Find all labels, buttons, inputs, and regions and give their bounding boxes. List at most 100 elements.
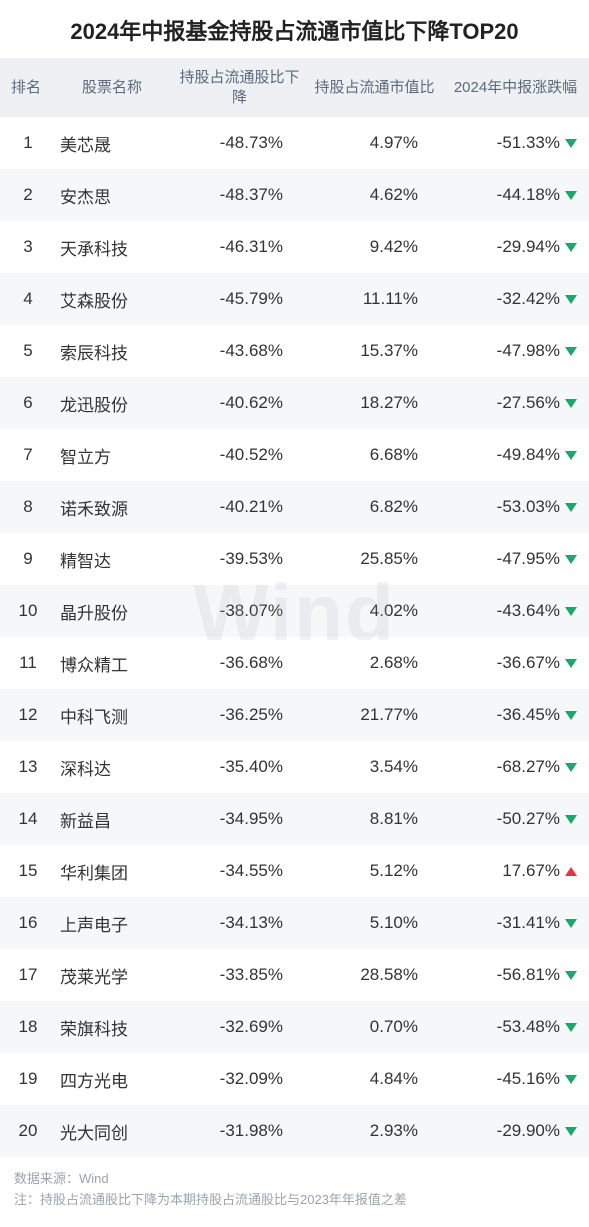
change-value: -51.33% <box>497 133 560 153</box>
cell-drop: -40.62% <box>172 377 307 429</box>
cell-ratio: 4.62% <box>307 169 442 221</box>
cell-drop: -48.37% <box>172 169 307 221</box>
arrow-down-icon <box>565 295 577 304</box>
arrow-up-icon <box>565 867 577 876</box>
table-container: Wind 2024年中报基金持股占流通市值比下降TOP20 排名 股票名称 持股… <box>0 0 589 1227</box>
cell-rank: 12 <box>0 689 52 741</box>
cell-ratio: 25.85% <box>307 533 442 585</box>
cell-ratio: 21.77% <box>307 689 442 741</box>
table-row: 8诺禾致源-40.21%6.82%-53.03% <box>0 481 589 533</box>
change-value: -68.27% <box>497 757 560 777</box>
change-value: -44.18% <box>497 185 560 205</box>
cell-change: -44.18% <box>442 169 589 221</box>
cell-name: 上声电子 <box>52 897 172 949</box>
cell-drop: -34.13% <box>172 897 307 949</box>
cell-drop: -45.79% <box>172 273 307 325</box>
cell-change: -50.27% <box>442 793 589 845</box>
table-row: 19四方光电-32.09%4.84%-45.16% <box>0 1053 589 1105</box>
cell-name: 美芯晟 <box>52 117 172 169</box>
table-row: 14新益昌-34.95%8.81%-50.27% <box>0 793 589 845</box>
cell-change: -36.45% <box>442 689 589 741</box>
table-row: 16上声电子-34.13%5.10%-31.41% <box>0 897 589 949</box>
cell-name: 光大同创 <box>52 1105 172 1157</box>
table-row: 5索辰科技-43.68%15.37%-47.98% <box>0 325 589 377</box>
cell-ratio: 9.42% <box>307 221 442 273</box>
cell-change: -47.98% <box>442 325 589 377</box>
arrow-down-icon <box>565 711 577 720</box>
cell-ratio: 11.11% <box>307 273 442 325</box>
arrow-down-icon <box>565 919 577 928</box>
footer: 数据来源：Wind 注：持股占流通股比下降为本期持股占流通股比与2023年年报值… <box>0 1157 589 1227</box>
change-value: -29.94% <box>497 237 560 257</box>
footer-source: 数据来源：Wind <box>14 1169 575 1190</box>
cell-rank: 7 <box>0 429 52 481</box>
arrow-down-icon <box>565 139 577 148</box>
cell-drop: -31.98% <box>172 1105 307 1157</box>
cell-drop: -40.21% <box>172 481 307 533</box>
cell-name: 精智达 <box>52 533 172 585</box>
arrow-down-icon <box>565 399 577 408</box>
arrow-down-icon <box>565 815 577 824</box>
cell-change: -53.48% <box>442 1001 589 1053</box>
cell-change: -68.27% <box>442 741 589 793</box>
arrow-down-icon <box>565 607 577 616</box>
arrow-down-icon <box>565 1127 577 1136</box>
cell-name: 新益昌 <box>52 793 172 845</box>
cell-rank: 6 <box>0 377 52 429</box>
cell-change: -51.33% <box>442 117 589 169</box>
arrow-down-icon <box>565 347 577 356</box>
cell-ratio: 4.97% <box>307 117 442 169</box>
table-row: 12中科飞测-36.25%21.77%-36.45% <box>0 689 589 741</box>
cell-ratio: 5.12% <box>307 845 442 897</box>
change-value: -53.48% <box>497 1017 560 1037</box>
cell-change: -45.16% <box>442 1053 589 1105</box>
change-value: -27.56% <box>497 393 560 413</box>
cell-drop: -32.69% <box>172 1001 307 1053</box>
arrow-down-icon <box>565 1075 577 1084</box>
cell-ratio: 28.58% <box>307 949 442 1001</box>
arrow-down-icon <box>565 763 577 772</box>
cell-ratio: 2.93% <box>307 1105 442 1157</box>
cell-change: 17.67% <box>442 845 589 897</box>
cell-ratio: 15.37% <box>307 325 442 377</box>
header-drop: 持股占流通股比下降 <box>172 58 307 117</box>
cell-rank: 17 <box>0 949 52 1001</box>
footer-note: 注：持股占流通股比下降为本期持股占流通股比与2023年年报值之差 <box>14 1190 575 1211</box>
cell-change: -43.64% <box>442 585 589 637</box>
change-value: -53.03% <box>497 497 560 517</box>
change-value: -45.16% <box>497 1069 560 1089</box>
header-rank: 排名 <box>0 58 52 117</box>
table-row: 7智立方-40.52%6.68%-49.84% <box>0 429 589 481</box>
header-name: 股票名称 <box>52 58 172 117</box>
table-row: 4艾森股份-45.79%11.11%-32.42% <box>0 273 589 325</box>
arrow-down-icon <box>565 191 577 200</box>
cell-ratio: 6.68% <box>307 429 442 481</box>
cell-drop: -39.53% <box>172 533 307 585</box>
cell-name: 中科飞测 <box>52 689 172 741</box>
arrow-down-icon <box>565 503 577 512</box>
cell-change: -49.84% <box>442 429 589 481</box>
cell-rank: 20 <box>0 1105 52 1157</box>
cell-name: 智立方 <box>52 429 172 481</box>
cell-drop: -36.68% <box>172 637 307 689</box>
cell-drop: -38.07% <box>172 585 307 637</box>
table-row: 6龙迅股份-40.62%18.27%-27.56% <box>0 377 589 429</box>
cell-rank: 9 <box>0 533 52 585</box>
cell-rank: 10 <box>0 585 52 637</box>
table-row: 10晶升股份-38.07%4.02%-43.64% <box>0 585 589 637</box>
change-value: -43.64% <box>497 601 560 621</box>
cell-drop: -36.25% <box>172 689 307 741</box>
change-value: -36.67% <box>497 653 560 673</box>
header-ratio: 持股占流通市值比 <box>307 58 442 117</box>
cell-ratio: 4.84% <box>307 1053 442 1105</box>
cell-drop: -35.40% <box>172 741 307 793</box>
cell-drop: -48.73% <box>172 117 307 169</box>
data-table: 排名 股票名称 持股占流通股比下降 持股占流通市值比 2024年中报涨跌幅 1美… <box>0 58 589 1157</box>
cell-ratio: 8.81% <box>307 793 442 845</box>
cell-drop: -40.52% <box>172 429 307 481</box>
cell-change: -53.03% <box>442 481 589 533</box>
page-title: 2024年中报基金持股占流通市值比下降TOP20 <box>0 0 589 58</box>
cell-drop: -32.09% <box>172 1053 307 1105</box>
cell-rank: 15 <box>0 845 52 897</box>
table-row: 9精智达-39.53%25.85%-47.95% <box>0 533 589 585</box>
